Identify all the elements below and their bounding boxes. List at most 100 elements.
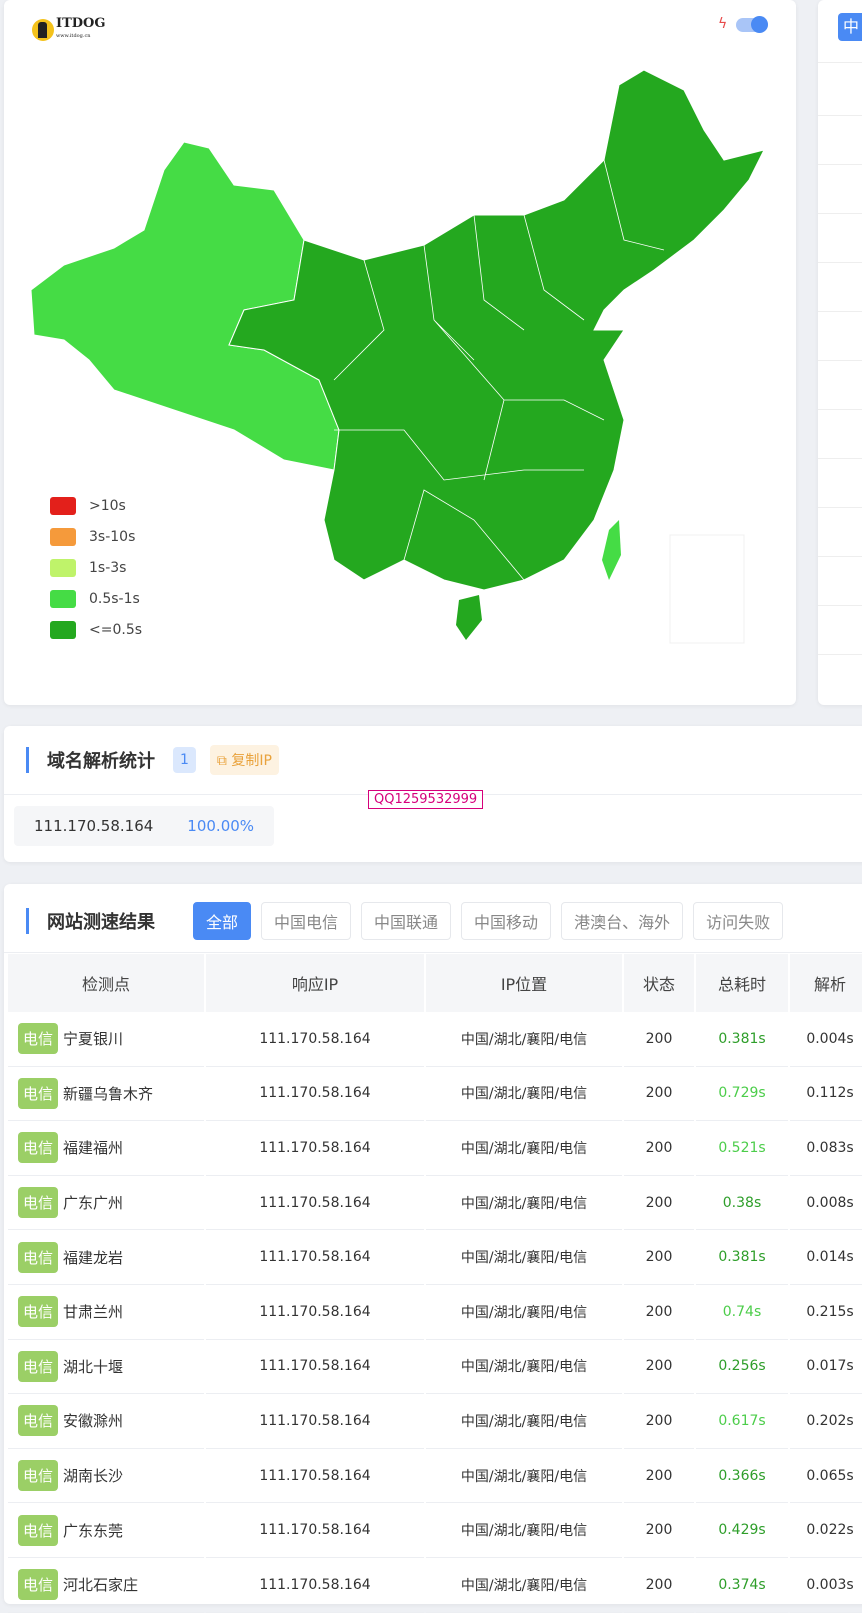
isp-tag: 电信 [18,1077,59,1109]
node-name: 广东广州 [63,1194,124,1213]
legend-label: 1s-3s [89,559,127,576]
node-name: 安徽滁州 [63,1412,124,1431]
location-cell: 中国/湖北/襄阳/电信 [426,1558,622,1613]
ip-cell: 111.170.58.164 [206,1340,424,1395]
ip-cell: 111.170.58.164 [206,1067,424,1122]
location-cell: 中国/湖北/襄阳/电信 [426,1285,622,1340]
region-hainan[interactable] [456,595,482,640]
dns-time-cell: 0.014s [790,1230,862,1285]
ip-cell: 111.170.58.164 [206,1176,424,1231]
ip-cell: 111.170.58.164 [206,1285,424,1340]
col-status[interactable]: 状态 [624,954,694,1012]
ip-cell: 111.170.58.164 [206,1121,424,1176]
col-location[interactable]: IP位置 [426,954,622,1012]
ip-stat-item: 111.170.58.164 100.00% [14,806,274,846]
table-row: 电信 宁夏银川 111.170.58.164 中国/湖北/襄阳/电信 200 0.… [8,1012,862,1067]
map-card: ITDOG www.itdog.cn ϟ >10s 3s-10s 1s-3s 0.… [4,0,796,705]
status-cell: 200 [624,1176,694,1231]
node-name: 宁夏银川 [63,1030,124,1049]
legend-swatch [50,527,76,546]
node-cell: 电信 广东东莞 [8,1503,204,1558]
status-cell: 200 [624,1067,694,1122]
isp-filter-tabs: 全部 中国电信 中国联通 中国移动 港澳台、海外 访问失败 [193,902,784,940]
south-china-sea-inset [669,534,745,644]
total-time-cell: 0.429s [696,1503,788,1558]
location-cell: 中国/湖北/襄阳/电信 [426,1067,622,1122]
dns-time-cell: 0.008s [790,1176,862,1231]
resolved-ip: 111.170.58.164 [34,817,154,835]
node-cell: 电信 甘肃兰州 [8,1285,204,1340]
location-cell: 中国/湖北/襄阳/电信 [426,1503,622,1558]
table-row: 电信 广东东莞 111.170.58.164 中国/湖北/襄阳/电信 200 0.… [8,1503,862,1558]
col-dns-time[interactable]: 解析 [790,954,862,1012]
results-title: 网站测速结果 [47,912,155,933]
node-cell: 电信 新疆乌鲁木齐 [8,1067,204,1122]
filter-all[interactable]: 全部 [193,902,252,940]
table-row: 电信 河北石家庄 111.170.58.164 中国/湖北/襄阳/电信 200 0… [8,1558,862,1613]
status-cell: 200 [624,1449,694,1504]
isp-tag: 电信 [18,1514,59,1546]
isp-tag: 电信 [18,1023,59,1055]
logo-subtext: www.itdog.cn [56,33,91,39]
ip-percent: 100.00% [187,817,255,835]
total-time-cell: 0.374s [696,1558,788,1613]
ip-cell: 111.170.58.164 [206,1012,424,1067]
dns-time-cell: 0.215s [790,1285,862,1340]
dns-time-cell: 0.065s [790,1449,862,1504]
region-main[interactable] [228,69,765,591]
fast-mode-toggle[interactable] [736,16,768,33]
ip-cell: 111.170.58.164 [206,1558,424,1613]
location-cell: 中国/湖北/襄阳/电信 [426,1230,622,1285]
filter-unicom[interactable]: 中国联通 [361,902,452,940]
status-cell: 200 [624,1121,694,1176]
table-row: 电信 湖北十堰 111.170.58.164 中国/湖北/襄阳/电信 200 0.… [8,1340,862,1395]
dns-time-cell: 0.004s [790,1012,862,1067]
filter-telecom[interactable]: 中国电信 [261,902,352,940]
logo-text: ITDOG [56,16,106,31]
table-row: 电信 福建龙岩 111.170.58.164 中国/湖北/襄阳/电信 200 0.… [8,1230,862,1285]
isp-tag: 电信 [18,1460,59,1492]
node-cell: 电信 湖南长沙 [8,1449,204,1504]
node-cell: 电信 宁夏银川 [8,1012,204,1067]
node-name: 湖南长沙 [63,1467,124,1486]
legend-label: 0.5s-1s [89,590,140,607]
legend-item: 3s-10s [50,521,142,552]
filter-mobile[interactable]: 中国移动 [461,902,552,940]
table-row: 电信 安徽滁州 111.170.58.164 中国/湖北/襄阳/电信 200 0.… [8,1394,862,1449]
col-total-time[interactable]: 总耗时 [696,954,788,1012]
table-row: 电信 福建福州 111.170.58.164 中国/湖北/襄阳/电信 200 0.… [8,1121,862,1176]
node-name: 广东东莞 [63,1521,124,1540]
lang-button[interactable]: 中 [838,13,862,41]
legend-item: <=0.5s [50,614,142,645]
node-name: 福建龙岩 [63,1248,124,1267]
location-cell: 中国/湖北/襄阳/电信 [426,1394,622,1449]
copy-ip-button[interactable]: ⧉ 复制IP [209,745,279,775]
node-cell: 电信 安徽滁州 [8,1394,204,1449]
location-cell: 中国/湖北/襄阳/电信 [426,1012,622,1067]
node-cell: 电信 福建福州 [8,1121,204,1176]
dog-logo-icon [32,19,54,41]
filter-overseas[interactable]: 港澳台、海外 [561,902,684,940]
isp-tag: 电信 [18,1132,59,1164]
legend-swatch [50,620,76,639]
speed-results-card: 网站测速结果 全部 中国电信 中国联通 中国移动 港澳台、海外 访问失败 检测点… [4,884,862,1613]
node-cell: 电信 河北石家庄 [8,1558,204,1613]
region-taiwan[interactable] [602,520,621,580]
status-cell: 200 [624,1394,694,1449]
section-accent [26,747,29,773]
legend-item: 1s-3s [50,552,142,583]
filter-failed[interactable]: 访问失败 [693,902,784,940]
location-cell: 中国/湖北/襄阳/电信 [426,1176,622,1231]
dns-time-cell: 0.003s [790,1558,862,1613]
legend-swatch [50,558,76,577]
col-node[interactable]: 检测点 [8,954,204,1012]
node-cell: 电信 广东广州 [8,1176,204,1231]
node-name: 湖北十堰 [63,1357,124,1376]
col-ip[interactable]: 响应IP [206,954,424,1012]
isp-tag: 电信 [18,1296,59,1328]
total-time-cell: 0.381s [696,1230,788,1285]
node-name: 河北石家庄 [63,1576,139,1595]
itdog-logo[interactable]: ITDOG www.itdog.cn [32,16,106,42]
dns-time-cell: 0.017s [790,1340,862,1395]
dns-time-cell: 0.022s [790,1503,862,1558]
